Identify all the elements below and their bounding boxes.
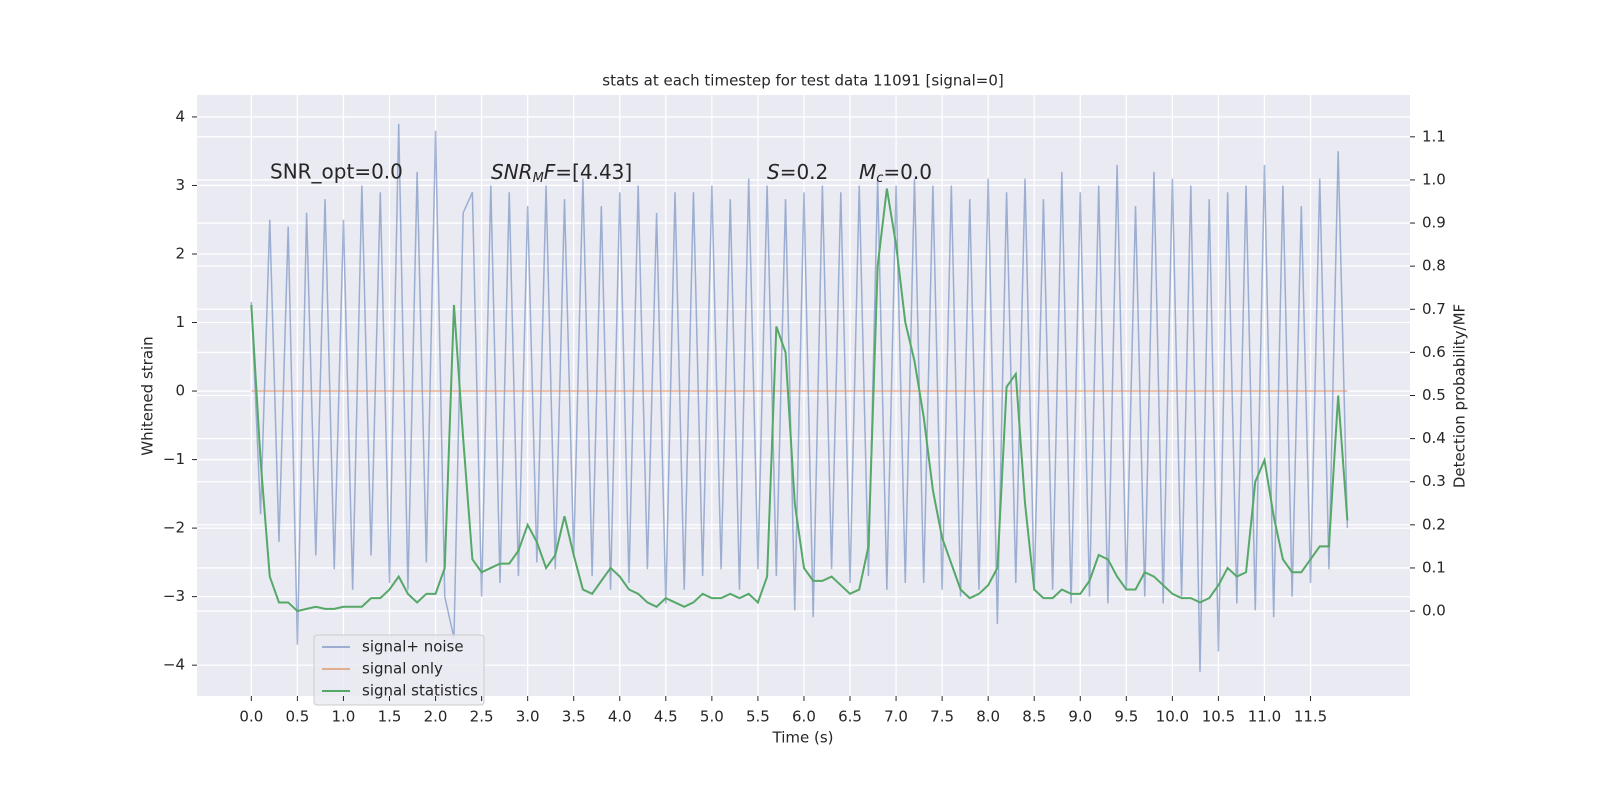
annotation-part: =0.2: [780, 160, 829, 184]
x-tick-label: 4.0: [608, 708, 632, 726]
x-tick-label: 11.0: [1248, 708, 1281, 726]
annotation-part: SNR: [491, 160, 533, 184]
annotation: Mc=0.0: [859, 160, 932, 186]
x-axis-label: Time (s): [772, 729, 834, 747]
x-tick-label: 0.5: [285, 708, 309, 726]
y2-tick-label: 0.7: [1422, 300, 1446, 318]
y-tick-label: 2: [175, 244, 185, 262]
x-tick-label: 5.5: [746, 708, 770, 726]
x-tick-label: 4.5: [654, 708, 678, 726]
x-tick-label: 7.5: [930, 708, 954, 726]
x-tick-label: 1.5: [378, 708, 402, 726]
y2-tick-label: 0.8: [1422, 257, 1446, 275]
annotation: S=0.2: [767, 160, 828, 184]
x-tick-label: 6.5: [838, 708, 862, 726]
y2-tick-label: 0.0: [1422, 602, 1446, 620]
legend-label: signal only: [362, 660, 443, 678]
x-tick-label: 3.5: [562, 708, 586, 726]
y2-tick-label: 0.5: [1422, 386, 1446, 404]
x-tick-label: 6.0: [792, 708, 816, 726]
annotation: SNR_opt=0.0: [270, 160, 403, 184]
y-axis-label: Whitened strain: [139, 336, 157, 455]
x-tick-label: 5.0: [700, 708, 724, 726]
y2-axis-label: Detection probability/MF: [1451, 304, 1469, 488]
annotation-part: S: [767, 160, 780, 184]
annotation-part: M: [533, 171, 544, 186]
annotation-part: =[4.43]: [555, 160, 632, 184]
y-tick-label: −4: [163, 656, 185, 674]
series-line: [250, 188, 1349, 613]
annotation: SNRMF=[4.43]: [491, 160, 632, 186]
y2-tick-label: 0.2: [1422, 515, 1446, 533]
annotation-part: c: [876, 171, 883, 186]
y-tick-label: −1: [163, 450, 185, 468]
x-tick-label: 2.5: [470, 708, 494, 726]
y-tick-label: 4: [175, 107, 185, 125]
x-tick-label: 0.0: [239, 708, 263, 726]
x-tick-label: 9.0: [1068, 708, 1092, 726]
annotation-part: M: [859, 160, 876, 184]
x-tick-label: 9.5: [1114, 708, 1138, 726]
y-tick-label: 1: [175, 313, 185, 331]
y-tick-label: 3: [175, 176, 185, 194]
y2-tick-label: 0.4: [1422, 429, 1446, 447]
y2-tick-label: 0.3: [1422, 472, 1446, 490]
x-tick-label: 7.0: [884, 708, 908, 726]
y-tick-label: −3: [163, 587, 185, 605]
y2-tick-label: 0.1: [1422, 558, 1446, 576]
y2-tick-label: 1.0: [1422, 170, 1446, 188]
x-tick-label: 11.5: [1294, 708, 1327, 726]
x-tick-label: 1.0: [332, 708, 356, 726]
x-tick-label: 2.0: [424, 708, 448, 726]
y2-tick-label: 0.6: [1422, 343, 1446, 361]
annotation-part: =0.0: [883, 160, 932, 184]
y-tick-label: 0: [175, 382, 185, 400]
annotation-part: F: [544, 160, 556, 184]
chart-title: stats at each timestep for test data 110…: [602, 72, 1003, 90]
y2-tick-label: 0.9: [1422, 214, 1446, 232]
legend-label: signal+ noise: [362, 638, 464, 656]
x-tick-label: 10.0: [1156, 708, 1189, 726]
x-tick-label: 8.0: [976, 708, 1000, 726]
legend-box: [313, 634, 485, 706]
x-tick-label: 10.5: [1202, 708, 1235, 726]
legend-label: signal statistics: [362, 682, 478, 700]
x-tick-label: 8.5: [1022, 708, 1046, 726]
x-tick-label: 3.0: [516, 708, 540, 726]
series-line: [250, 123, 1349, 673]
y-tick-label: −2: [163, 519, 185, 537]
y2-tick-label: 1.1: [1422, 127, 1446, 145]
